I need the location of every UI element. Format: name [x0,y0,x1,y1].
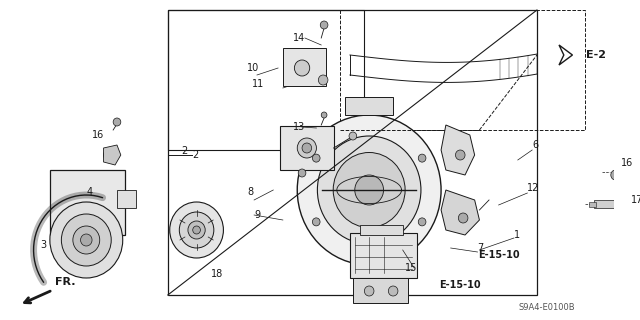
Bar [168,10,364,150]
Circle shape [419,218,426,226]
Circle shape [113,118,121,126]
Circle shape [193,226,200,234]
Circle shape [188,221,205,239]
Text: 2: 2 [181,146,188,156]
Text: S9A4-E0100B: S9A4-E0100B [518,303,575,313]
Circle shape [50,202,123,278]
Bar [589,202,596,207]
Circle shape [298,169,306,177]
Text: 7: 7 [477,243,484,253]
Text: FR.: FR. [54,277,75,287]
Circle shape [297,115,441,265]
Polygon shape [441,190,479,235]
Circle shape [349,132,356,140]
Bar [595,200,616,208]
Text: 6: 6 [532,140,538,150]
Text: 1: 1 [514,230,520,240]
Text: 13: 13 [292,122,305,132]
Bar [280,126,333,170]
Text: 2: 2 [192,150,198,160]
Bar [350,233,417,278]
Bar [283,48,326,86]
Text: 18: 18 [211,269,223,279]
Circle shape [81,234,92,246]
Circle shape [611,170,620,180]
Bar [360,225,403,235]
Text: 12: 12 [527,183,540,193]
Circle shape [317,136,421,244]
Circle shape [104,148,117,162]
Circle shape [419,154,426,162]
Text: 16: 16 [621,158,634,168]
Circle shape [73,226,100,254]
Polygon shape [104,145,121,165]
Circle shape [320,21,328,29]
Circle shape [179,212,214,248]
Bar [50,170,125,235]
Bar [117,190,136,208]
Bar [353,278,408,303]
Circle shape [170,202,223,258]
Text: E-2: E-2 [586,50,606,60]
Bar [345,97,393,115]
Text: 17: 17 [631,195,640,205]
Text: 14: 14 [293,33,306,43]
Bar [168,10,537,295]
Circle shape [61,214,111,266]
Text: E-15-10: E-15-10 [478,250,520,260]
Text: 15: 15 [404,263,417,273]
Text: 8: 8 [248,187,253,197]
Circle shape [321,112,327,118]
Text: E-15-10: E-15-10 [440,280,481,290]
Circle shape [388,286,398,296]
Text: 16: 16 [92,130,104,140]
Bar [340,10,585,130]
Circle shape [364,286,374,296]
Polygon shape [559,45,572,65]
Circle shape [458,213,468,223]
Text: 3: 3 [40,240,46,250]
Circle shape [318,75,328,85]
Circle shape [312,154,320,162]
Circle shape [294,60,310,76]
Circle shape [312,218,320,226]
Circle shape [355,175,383,205]
Circle shape [302,143,312,153]
Polygon shape [441,125,475,175]
Text: 9: 9 [254,210,260,220]
Text: 10: 10 [248,63,260,73]
Text: 4: 4 [86,187,92,197]
Circle shape [297,138,316,158]
Circle shape [456,150,465,160]
Circle shape [333,153,405,228]
Text: 11: 11 [252,79,264,89]
